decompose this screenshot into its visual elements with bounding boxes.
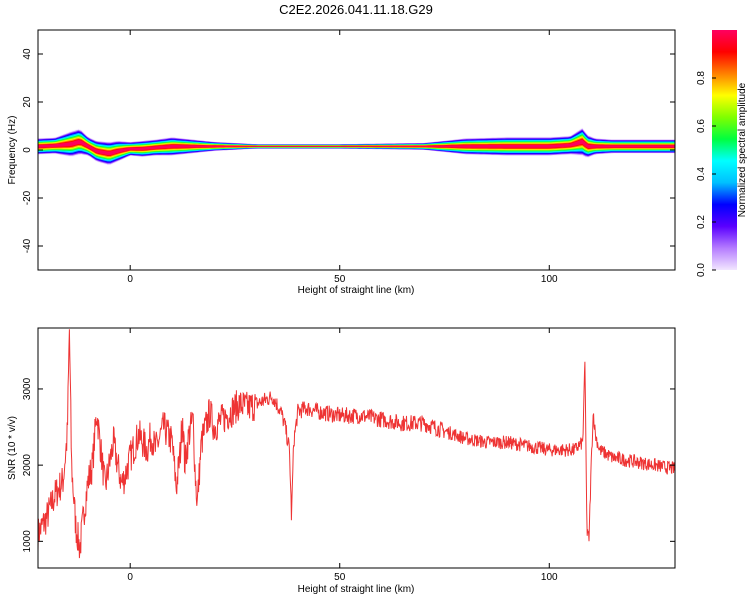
spectral-band bbox=[38, 137, 675, 157]
y-tick-label: 2000 bbox=[22, 454, 33, 477]
spectrogram-panel: 0 50 100 -40 -20 0 20 40 Height of straight li… bbox=[7, 29, 676, 296]
x-tick-label: 0 bbox=[127, 274, 133, 285]
snr-series-line bbox=[38, 329, 675, 559]
x-tick-label: 0 bbox=[127, 572, 133, 583]
colorbar-tick-label: 0.4 bbox=[696, 167, 707, 181]
y-tick-label: 40 bbox=[22, 48, 33, 60]
y-tick-label: -20 bbox=[22, 190, 33, 205]
snr-panel: 0 50 100 1000 2000 3000 Height of straight l… bbox=[7, 327, 676, 595]
y-tick-label: 0 bbox=[22, 147, 33, 153]
colorbar-tick-label: 0.8 bbox=[696, 71, 707, 85]
colorbar-tick-label: 0.6 bbox=[696, 119, 707, 133]
y-tick-label: 3000 bbox=[22, 377, 33, 400]
colorbar: 0.0 0.2 0.4 0.6 0.8 Normalized spectral ampl… bbox=[696, 30, 748, 277]
y-tick-label: 1000 bbox=[22, 530, 33, 553]
spectral-band bbox=[38, 139, 675, 155]
x-tick-label: 50 bbox=[334, 274, 346, 285]
colorbar-tick-label: 0.0 bbox=[696, 263, 707, 277]
x-tick-label: 50 bbox=[334, 572, 346, 583]
spectrogram-y-axis-label: Frequency (Hz) bbox=[7, 116, 18, 185]
colorbar-tick-label: 0.2 bbox=[696, 215, 707, 229]
snr-frame bbox=[37, 327, 676, 569]
y-tick-label: 20 bbox=[22, 96, 33, 108]
snr-y-axis-label: SNR (10 * v/v) bbox=[7, 416, 18, 480]
y-tick-label: -40 bbox=[22, 238, 33, 253]
figure-title: C2E2.2026.041.11.18.G29 bbox=[279, 2, 433, 17]
colorbar-label: Normalized spectral amplitude bbox=[737, 82, 748, 217]
spectrogram-x-axis-label: Height of straight line (km) bbox=[298, 285, 415, 296]
snr-x-axis-label: Height of straight line (km) bbox=[298, 584, 415, 595]
x-tick-label: 100 bbox=[541, 274, 558, 285]
x-tick-label: 100 bbox=[541, 572, 558, 583]
colorbar-scale bbox=[712, 30, 737, 270]
